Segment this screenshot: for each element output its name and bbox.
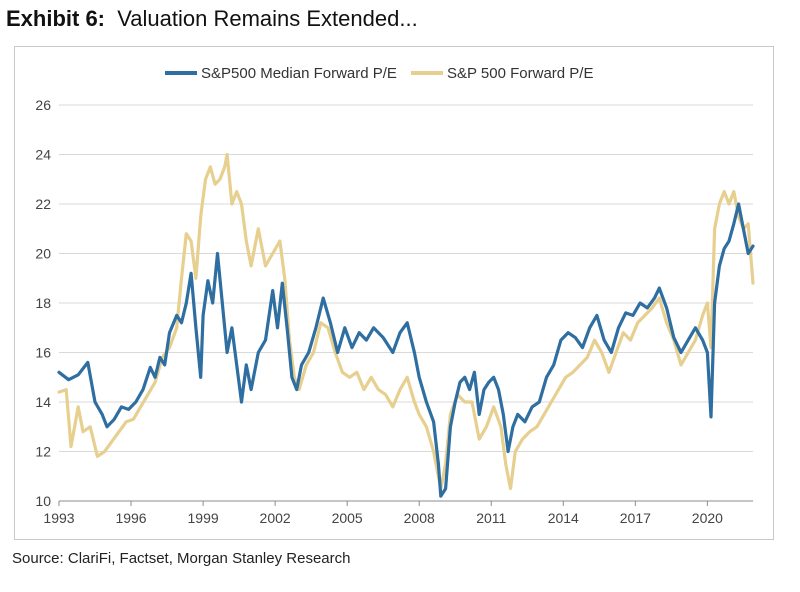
y-tick-label: 24	[35, 147, 51, 163]
x-tick-label: 1993	[43, 510, 74, 526]
legend-label-median: S&P500 Median Forward P/E	[201, 65, 397, 82]
y-tick-label: 20	[35, 246, 51, 262]
median-forward-pe-line	[57, 202, 755, 498]
chart-frame: 10 12 14 16 18 20 22 24 26 1993 1996 1999 2002 2005 20…	[14, 46, 774, 540]
y-tick-label: 22	[35, 196, 51, 212]
y-tick-label: 26	[35, 97, 51, 113]
x-tick-label: 1999	[188, 510, 219, 526]
y-tick-label: 16	[35, 345, 51, 361]
y-tick-label: 18	[35, 295, 51, 311]
legend-label-sp500: S&P 500 Forward P/E	[447, 65, 593, 82]
y-tick-label: 12	[35, 444, 51, 460]
line-chart: 10 12 14 16 18 20 22 24 26 1993 1996 1999 2002 2005 20…	[35, 65, 755, 526]
title-text: Valuation Remains Extended...	[117, 6, 418, 31]
y-tick-label: 10	[35, 493, 51, 509]
x-tick-label: 2002	[260, 510, 291, 526]
x-tick-label: 2005	[332, 510, 363, 526]
y-tick-label: 14	[35, 394, 51, 410]
x-tick-label: 2014	[548, 510, 579, 526]
exhibit-label: Exhibit 6:	[6, 6, 106, 31]
x-tick-label: 2008	[404, 510, 435, 526]
chart-title: Exhibit 6: Valuation Remains Extended...	[6, 4, 418, 34]
x-tick-label: 1996	[115, 510, 146, 526]
source-note: Source: ClariFi, Factset, Morgan Stanley…	[12, 550, 351, 567]
x-tick-label: 2017	[620, 510, 651, 526]
sp500-forward-pe-line	[57, 152, 755, 491]
x-tick-label: 2020	[692, 510, 723, 526]
x-tick-label: 2011	[476, 510, 506, 526]
